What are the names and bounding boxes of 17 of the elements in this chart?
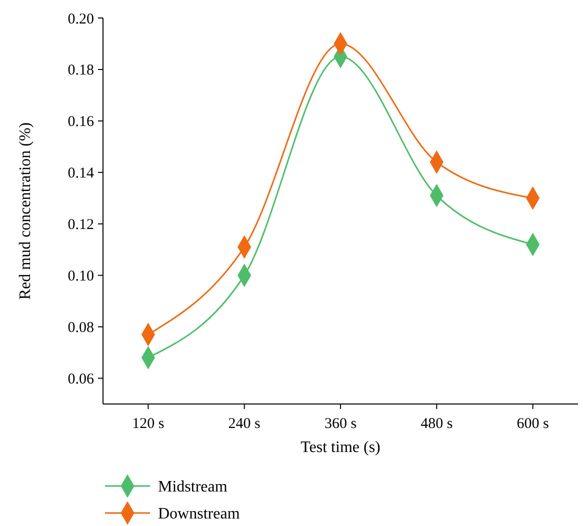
y-tick-label: 0.06 — [68, 372, 94, 388]
y-tick-label: 0.12 — [68, 217, 94, 234]
x-tick-label: 360 s — [324, 416, 357, 432]
x-tick-label: 480 s — [420, 416, 453, 432]
y-axis-title: Red mud concentration (%) — [17, 122, 34, 300]
x-axis-title: Test time (s) — [300, 439, 380, 456]
y-tick-label: 0.16 — [68, 114, 94, 130]
x-tick-label: 120 s — [132, 416, 164, 432]
x-tick-label: 240 s — [228, 416, 261, 432]
y-tick-label: 0.20 — [68, 11, 94, 28]
legend-label: Downstream — [158, 506, 240, 523]
x-tick-label: 600 s — [516, 416, 550, 432]
y-tick-label: 0.10 — [68, 268, 94, 285]
y-tick-label: 0.18 — [68, 62, 94, 79]
y-tick-label: 0.08 — [68, 320, 94, 336]
y-tick-label: 0.14 — [68, 166, 94, 182]
legend-label: Midstream — [158, 478, 228, 496]
